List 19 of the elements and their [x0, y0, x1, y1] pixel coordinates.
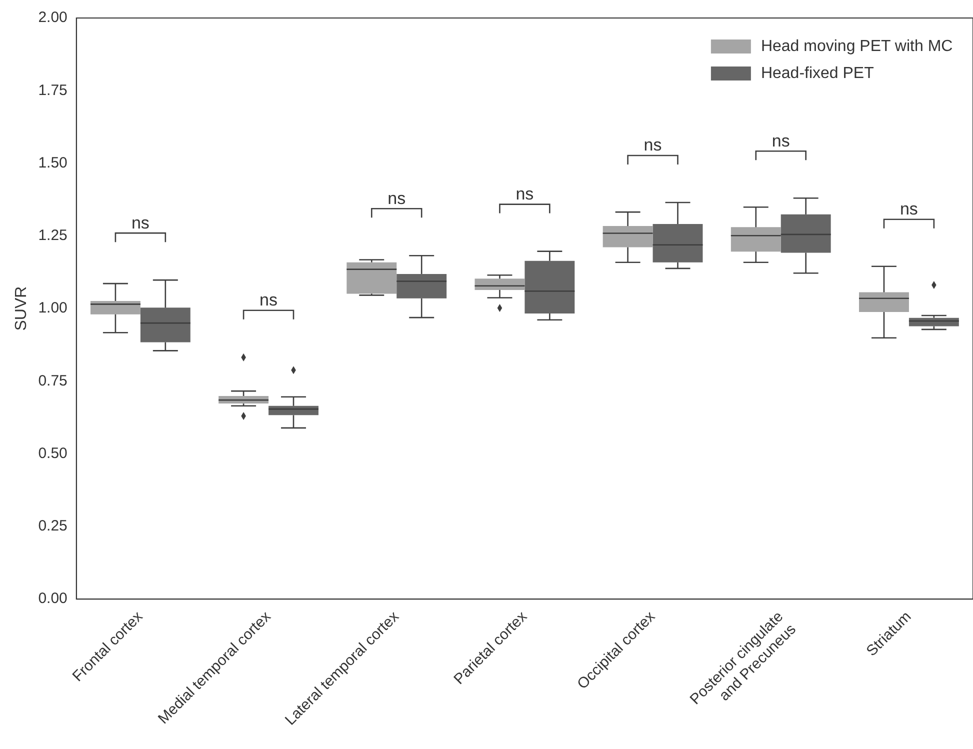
legend-label: Head-fixed PET — [760, 64, 874, 82]
y-tick-label: 0.75 — [38, 372, 68, 390]
legend-label: Head moving PET with MC — [760, 38, 953, 55]
y-tick-label: 2.00 — [38, 9, 68, 26]
y-tick-label: 1.00 — [38, 300, 68, 317]
annotation: ns — [644, 136, 662, 155]
annotation: ns — [516, 184, 534, 204]
y-axis-title: SUVR — [13, 286, 30, 331]
y-tick-label: 1.75 — [38, 82, 68, 99]
annotation: ns — [260, 290, 278, 310]
annotation: ns — [388, 188, 406, 208]
y-tick-label: 0.25 — [38, 518, 68, 535]
y-tick-label: 0.50 — [38, 444, 68, 462]
y-tick-label: 0.00 — [38, 590, 68, 608]
y-tick-label: 1.50 — [38, 154, 68, 172]
annotation: ns — [900, 200, 918, 219]
annotation: ns — [772, 131, 790, 150]
annotation: ns — [131, 213, 150, 232]
y-tick-label: 1.25 — [38, 227, 68, 244]
